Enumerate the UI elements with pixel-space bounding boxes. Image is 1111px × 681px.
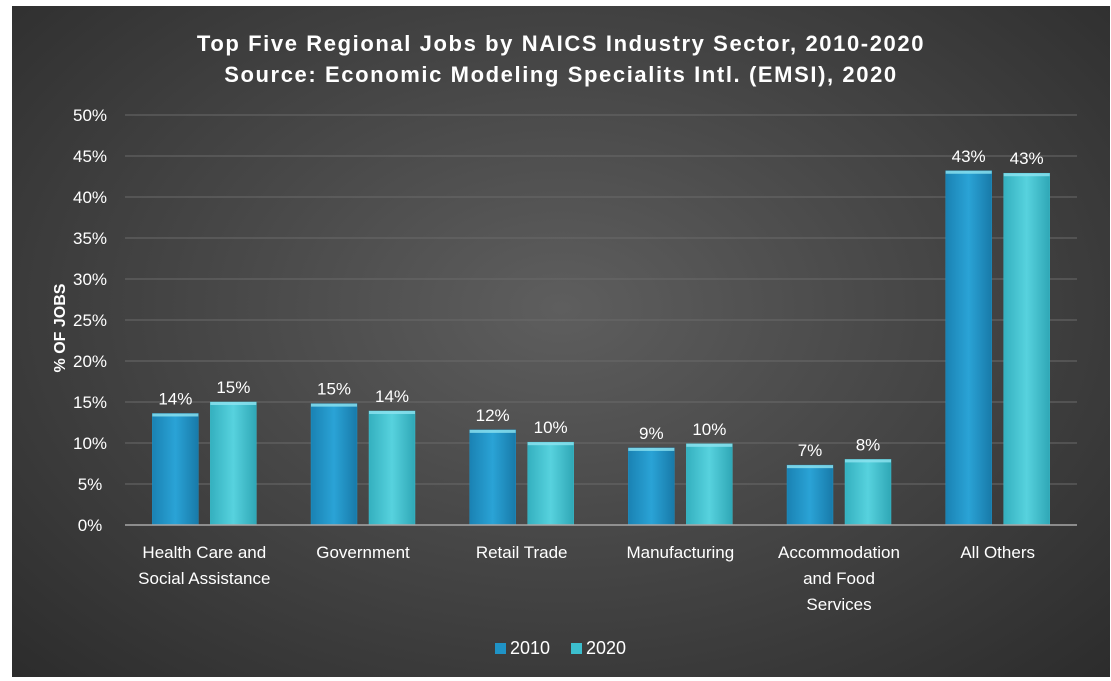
bar-2010 [786,464,834,526]
x-tick-label: Services [806,595,871,614]
data-label: 14% [158,389,192,408]
bar-2020 [368,410,416,526]
data-label: 10% [534,418,568,437]
bar-2020 [210,401,257,526]
data-label: 43% [1010,149,1044,168]
bar-highlight [787,465,833,469]
chart-subtitle: Source: Economic Modeling Specialits Int… [224,62,898,87]
legend-label: 2010 [510,638,550,658]
bar-2020 [686,443,733,526]
y-tick-label: 35% [73,229,107,248]
bar-highlight [527,442,574,446]
bar-2020 [527,441,574,526]
bar-2010 [152,413,199,526]
bar-chart: Top Five Regional Jobs by NAICS Industry… [52,31,1077,658]
data-label: 14% [375,387,409,406]
bar-highlight [945,170,992,174]
bar-2010 [628,447,675,526]
data-label: 9% [639,424,664,443]
bar-highlight [1003,173,1050,177]
data-label: 15% [216,378,250,397]
y-tick-label: 10% [73,434,107,453]
bar-highlight [845,459,891,463]
data-label: 15% [317,380,351,399]
bar-highlight [210,402,257,405]
bar-highlight [369,411,415,415]
chart-title: Top Five Regional Jobs by NAICS Industry… [197,31,925,56]
bar-2020 [844,459,892,526]
bar-2010 [469,429,516,526]
data-label: 8% [856,435,881,454]
data-label: 43% [952,147,986,166]
x-tick-label: Health Care and [142,543,266,562]
bar-2020 [1003,172,1050,526]
x-tick-label: and Food [803,569,875,588]
data-label: 10% [692,420,726,439]
y-axis-label: % OF JOBS [52,283,69,372]
bar-highlight [469,429,516,433]
x-tick-label: Retail Trade [476,543,568,562]
y-tick-label: 45% [73,147,107,166]
chart-area: Top Five Regional Jobs by NAICS Industry… [12,6,1110,677]
x-tick-label: Social Assistance [138,569,270,588]
y-tick-label: 5% [78,475,103,494]
y-tick-label: 40% [73,188,107,207]
data-label: 7% [798,441,823,460]
data-label: 12% [476,406,510,425]
x-tick-label: Government [316,543,410,562]
x-tick-label: Accommodation [778,543,900,562]
y-tick-label: 0% [78,516,103,535]
bar-highlight [152,413,199,417]
y-tick-label: 30% [73,270,107,289]
bar-highlight [686,443,733,447]
bar-2010 [945,170,992,526]
bar-highlight [311,403,357,407]
x-tick-label: All Others [960,543,1035,562]
legend-label: 2020 [586,638,626,658]
y-tick-label: 15% [73,393,107,412]
y-tick-label: 25% [73,311,107,330]
bar-2010 [310,403,358,526]
y-tick-label: 20% [73,352,107,371]
bar-highlight [628,447,675,451]
legend-swatch [571,643,582,654]
legend: 2010 2020 [495,638,626,658]
x-tick-label: Manufacturing [626,543,734,562]
y-tick-label: 50% [73,106,107,125]
legend-swatch [495,643,506,654]
